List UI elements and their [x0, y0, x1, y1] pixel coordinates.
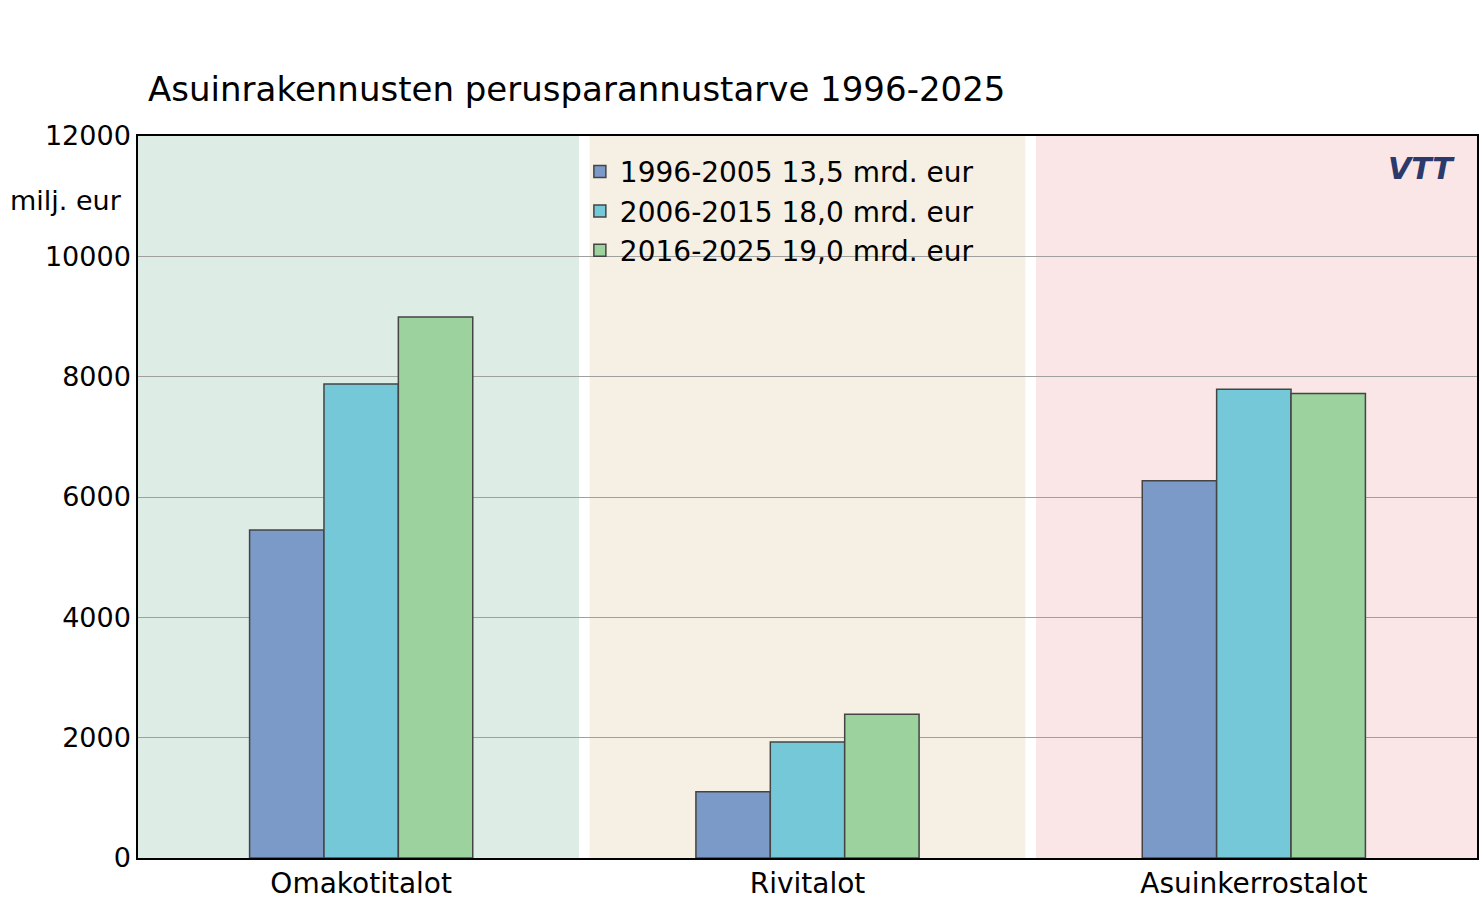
svg-text:4000: 4000: [62, 602, 131, 633]
svg-text:milj. eur: milj. eur: [10, 185, 122, 216]
svg-text:VTT: VTT: [1388, 151, 1455, 186]
svg-text:12000: 12000: [45, 120, 131, 151]
svg-text:1996-2005 13,5 mrd. eur: 1996-2005 13,5 mrd. eur: [620, 156, 974, 189]
svg-text:2016-2025 19,0 mrd. eur: 2016-2025 19,0 mrd. eur: [620, 235, 974, 268]
svg-text:8000: 8000: [62, 361, 131, 392]
svg-text:Omakotitalot: Omakotitalot: [270, 867, 452, 900]
svg-text:6000: 6000: [62, 481, 131, 512]
svg-text:Rivitalot: Rivitalot: [750, 867, 866, 900]
svg-text:2000: 2000: [62, 722, 131, 753]
svg-text:0: 0: [114, 842, 131, 873]
svg-text:Asuinkerrostalot: Asuinkerrostalot: [1140, 867, 1367, 900]
svg-text:Asuinrakennusten perusparannus: Asuinrakennusten perusparannustarve 1996…: [148, 69, 1005, 109]
svg-text:2006-2015 18,0 mrd. eur: 2006-2015 18,0 mrd. eur: [620, 196, 974, 229]
svg-text:10000: 10000: [45, 241, 131, 272]
